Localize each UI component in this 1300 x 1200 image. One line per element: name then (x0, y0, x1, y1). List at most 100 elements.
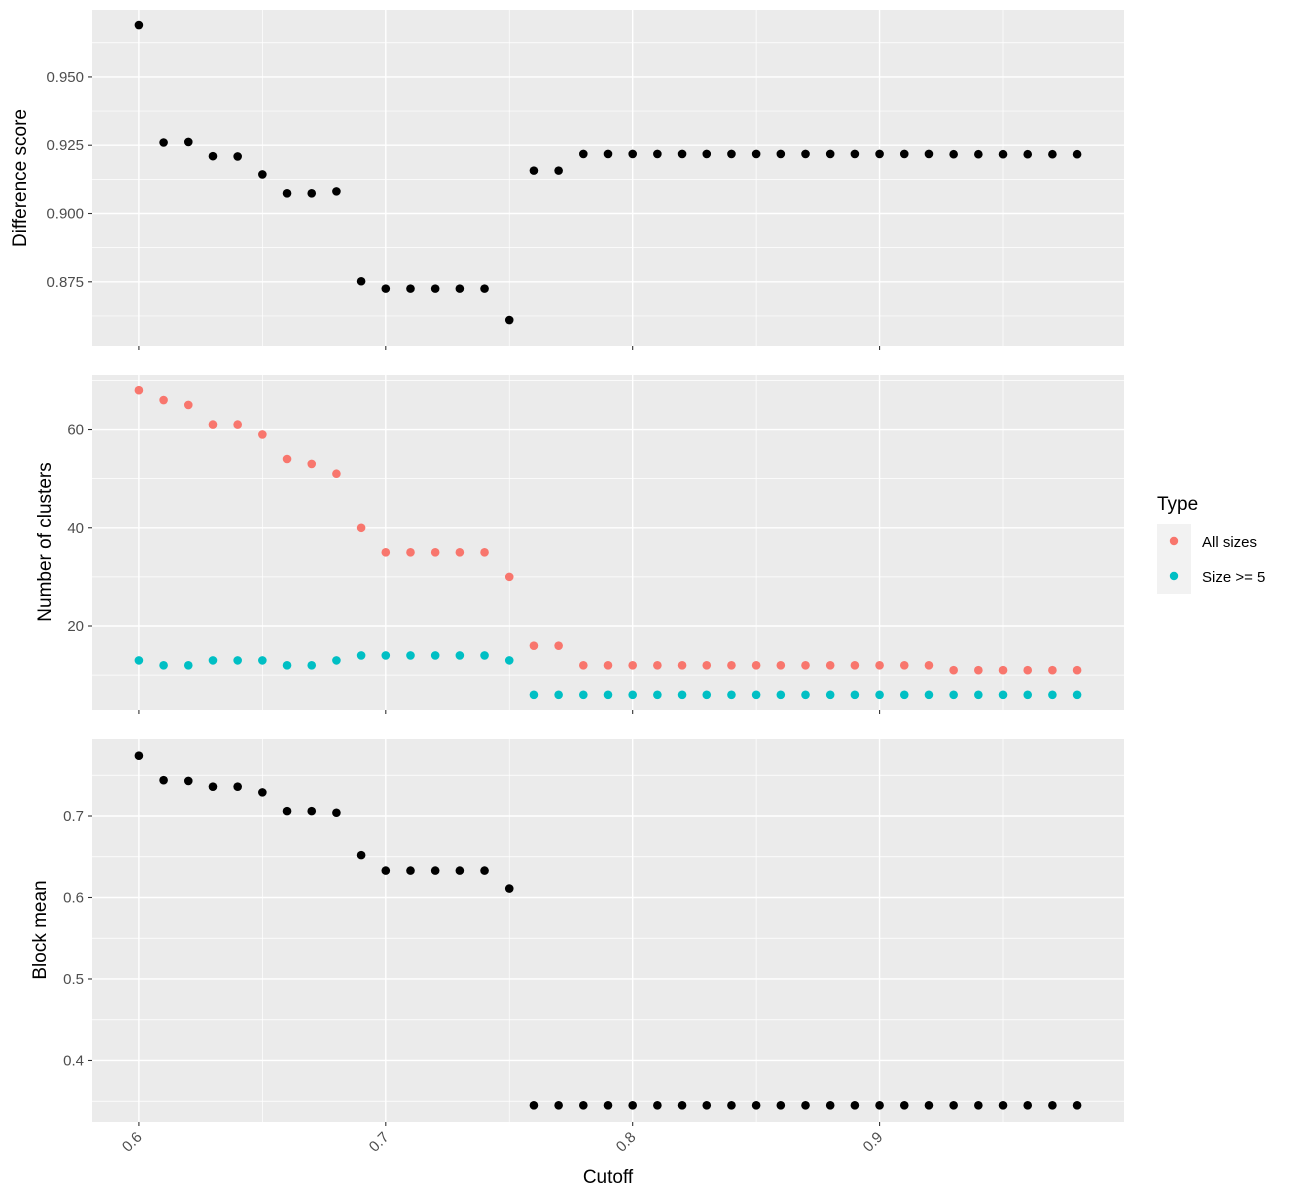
point-all-sizes (579, 661, 588, 670)
point-size-5 (381, 651, 391, 660)
point-all-sizes (776, 661, 786, 670)
point-all-sizes (307, 459, 317, 469)
point-series (332, 808, 341, 818)
point-series (529, 166, 539, 175)
point-all-sizes (430, 548, 440, 557)
point-all-sizes (1048, 665, 1057, 675)
point-all-sizes (751, 661, 761, 670)
legend-key-all-sizes (1169, 536, 1179, 546)
point-series (677, 1100, 687, 1110)
y-tick-label: 0.900 (46, 206, 84, 223)
point-all-sizes (801, 661, 810, 670)
point-size-5 (579, 690, 588, 700)
point-series (356, 276, 366, 286)
point-size-5 (776, 690, 786, 700)
point-series (579, 149, 588, 159)
point-all-sizes (332, 469, 341, 479)
y-tick-label: 0.950 (46, 69, 84, 86)
point-all-sizes (504, 572, 514, 582)
point-size-5 (134, 656, 144, 665)
point-size-5 (258, 656, 267, 665)
point-series (727, 149, 736, 159)
point-size-5 (603, 690, 613, 700)
point-series (504, 315, 514, 325)
point-all-sizes (677, 661, 687, 670)
point-series (998, 1100, 1008, 1110)
xlabel-cutoff: Cutoff (583, 1167, 634, 1188)
point-size-5 (1048, 690, 1057, 700)
point-size-5 (233, 656, 242, 665)
point-all-sizes (529, 641, 539, 650)
legend-label-size-5: Size >= 5 (1202, 569, 1265, 586)
point-series (653, 1100, 662, 1110)
point-all-sizes (628, 661, 637, 670)
point-series (455, 284, 465, 293)
point-series (1023, 149, 1033, 159)
point-size-5 (455, 651, 465, 660)
ylabel-block-mean: Block mean (30, 880, 51, 979)
x-tick-label: 0.7 (366, 1129, 393, 1156)
point-series (233, 152, 242, 161)
point-series (554, 1100, 563, 1110)
point-series (480, 866, 489, 875)
point-size-5 (307, 661, 317, 670)
point-size-5 (1072, 690, 1082, 700)
panel-number-of-clusters: 20 40 60 Number of clusters (35, 375, 1124, 714)
point-series (430, 284, 440, 293)
point-series (554, 166, 563, 175)
x-tick-labels: 0.6 0.7 0.8 0.9 (119, 1129, 886, 1156)
point-size-5 (1023, 690, 1033, 700)
point-all-sizes (183, 400, 193, 410)
point-all-sizes (850, 661, 860, 670)
point-all-sizes (949, 665, 958, 675)
point-series (998, 149, 1008, 159)
point-series (529, 1100, 539, 1110)
point-series (1048, 149, 1057, 159)
point-series (801, 1100, 810, 1110)
point-series (653, 149, 662, 159)
point-series (628, 1100, 637, 1110)
point-size-5 (702, 690, 712, 700)
point-series (875, 1100, 884, 1110)
legend: Type All sizes Size >= 5 (1157, 494, 1265, 594)
point-series (406, 284, 415, 293)
point-series (899, 1100, 909, 1110)
legend-label-all-sizes: All sizes (1202, 534, 1257, 551)
point-series (924, 149, 934, 159)
point-series (776, 149, 786, 159)
point-series (949, 1100, 958, 1110)
point-series (258, 788, 267, 797)
legend-title: Type (1157, 494, 1198, 515)
point-size-5 (949, 690, 958, 700)
point-all-sizes (258, 430, 267, 439)
point-all-sizes (208, 420, 218, 429)
point-all-sizes (875, 661, 884, 670)
point-all-sizes (702, 661, 712, 670)
point-series (603, 149, 613, 159)
point-series (751, 1100, 761, 1110)
point-size-5 (480, 651, 489, 660)
point-series (825, 149, 835, 159)
point-size-5 (430, 651, 440, 660)
point-series (356, 850, 366, 860)
point-size-5 (628, 690, 637, 700)
point-size-5 (850, 690, 860, 700)
point-size-5 (529, 690, 539, 700)
point-series (208, 782, 218, 791)
point-series (183, 137, 193, 147)
point-size-5 (677, 690, 687, 700)
point-size-5 (875, 690, 884, 700)
point-size-5 (504, 656, 514, 665)
point-all-sizes (653, 661, 662, 670)
y-tick-label: 20 (67, 618, 84, 635)
point-size-5 (899, 690, 909, 700)
point-series (381, 284, 391, 293)
point-series (159, 775, 168, 785)
point-all-sizes (825, 661, 835, 670)
point-series (825, 1100, 835, 1110)
point-series (134, 20, 144, 30)
point-series (159, 138, 168, 147)
x-tick-label: 0.8 (613, 1129, 640, 1156)
point-all-sizes (974, 665, 983, 675)
